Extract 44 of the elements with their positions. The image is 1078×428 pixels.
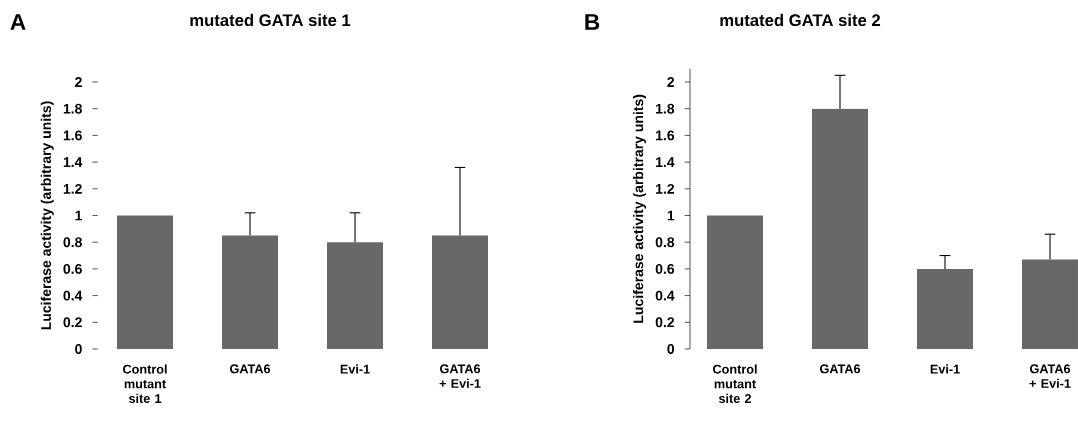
y-axis-title: Luciferase activity (arbitrary units) [632, 94, 647, 323]
y-tick-label: 1.6 [63, 130, 82, 141]
y-tick-label: 0.4 [655, 290, 675, 301]
y-tick-label: 1.8 [63, 103, 82, 114]
x-tick-label: GATA6 + Evi-1 [439, 364, 481, 388]
y-tick-label: 0.8 [655, 237, 675, 248]
y-tick-label: 0.8 [63, 237, 82, 248]
x-tick-label: Control mutant site 2 [713, 364, 757, 403]
y-tick-label: 0.6 [63, 263, 82, 274]
y-tick-label: 0.6 [655, 263, 675, 274]
bar [117, 215, 174, 349]
y-tick-label: 1.2 [63, 183, 82, 194]
y-tick-label: 0.2 [655, 317, 675, 328]
text: B [585, 14, 600, 30]
bar [917, 268, 973, 349]
x-tick-label: GATA6 + Evi-1 [1029, 364, 1071, 388]
y-tick-label: 2 [667, 77, 675, 87]
bar [222, 235, 279, 349]
x-tick-label: Evi-1 [930, 364, 960, 374]
y-axis-title: Luciferase activity (arbitrary units) [40, 101, 54, 330]
y-tick-label: 1.6 [656, 130, 675, 141]
x-tick-label: Evi-1 [340, 364, 370, 374]
x-tick-label: Control mutant site 1 [123, 364, 167, 403]
y-tick-label: 1 [667, 210, 675, 221]
y-tick-label: 0.4 [63, 290, 83, 301]
y-tick-label: 1 [75, 210, 82, 221]
y-tick-label: 0.2 [63, 317, 82, 328]
y-tick-label: 1.4 [63, 157, 83, 167]
y-tick-label: 1.4 [656, 157, 675, 167]
bar [812, 108, 868, 349]
text: A [10, 14, 26, 30]
y-tick-label: 1.2 [656, 183, 675, 194]
bar [707, 215, 763, 349]
y-tick-label: 0 [75, 344, 82, 354]
y-tick-label: 1.8 [656, 103, 675, 114]
bar [327, 242, 384, 349]
y-tick-label: 0 [667, 344, 675, 354]
x-tick-label: GATA6 [230, 364, 271, 374]
y-tick-label: 2 [75, 77, 82, 87]
chart-title: mutated GATA site 2 [720, 13, 881, 27]
chart-title: mutated GATA site 1 [190, 13, 351, 27]
bar [432, 235, 489, 349]
x-tick-label: GATA6 [820, 364, 861, 374]
bar [1022, 259, 1078, 349]
